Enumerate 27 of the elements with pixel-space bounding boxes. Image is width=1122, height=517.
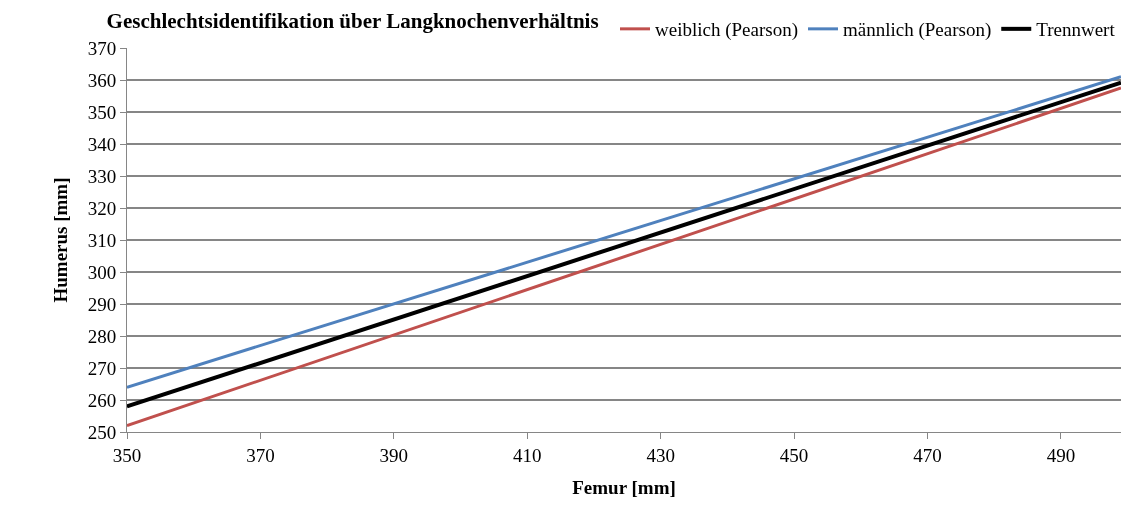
y-tick-label: 300 xyxy=(87,261,117,283)
x-tick-label: 490 xyxy=(1046,444,1076,466)
y-tick-label: 280 xyxy=(87,325,117,347)
y-tick-label: 330 xyxy=(87,165,117,187)
x-tick-label: 390 xyxy=(379,444,409,466)
y-tick-label: 290 xyxy=(87,293,117,315)
y-tick-label: 350 xyxy=(87,101,117,123)
x-tick-label: 410 xyxy=(513,444,542,466)
x-axis-title: Femur [mm] xyxy=(572,476,676,498)
y-tick-label: 250 xyxy=(87,421,117,443)
y-axis-title: Humerus [mm] xyxy=(49,177,71,303)
y-tick-label: 340 xyxy=(87,133,117,155)
x-tick-label: 430 xyxy=(646,444,675,466)
y-tick-label: 320 xyxy=(87,197,117,219)
x-tick-label: 350 xyxy=(112,444,142,466)
chart-title: Geschlechtsidentifikation über Langknochenverhältnis xyxy=(106,8,599,33)
y-tick-label: 370 xyxy=(87,37,117,59)
x-tick-label: 470 xyxy=(913,444,942,466)
x-tick-label: 370 xyxy=(246,444,275,466)
y-tick-label: 310 xyxy=(87,229,117,251)
x-tick-label: 450 xyxy=(779,444,809,466)
y-tick-label: 270 xyxy=(87,357,117,379)
y-tick-label: 360 xyxy=(87,69,117,91)
legend-label: Trennwert xyxy=(1036,19,1116,41)
y-tick-label: 260 xyxy=(87,389,117,411)
legend-label: männlich (Pearson) xyxy=(842,19,992,42)
legend-label: weiblich (Pearson) xyxy=(655,19,798,42)
